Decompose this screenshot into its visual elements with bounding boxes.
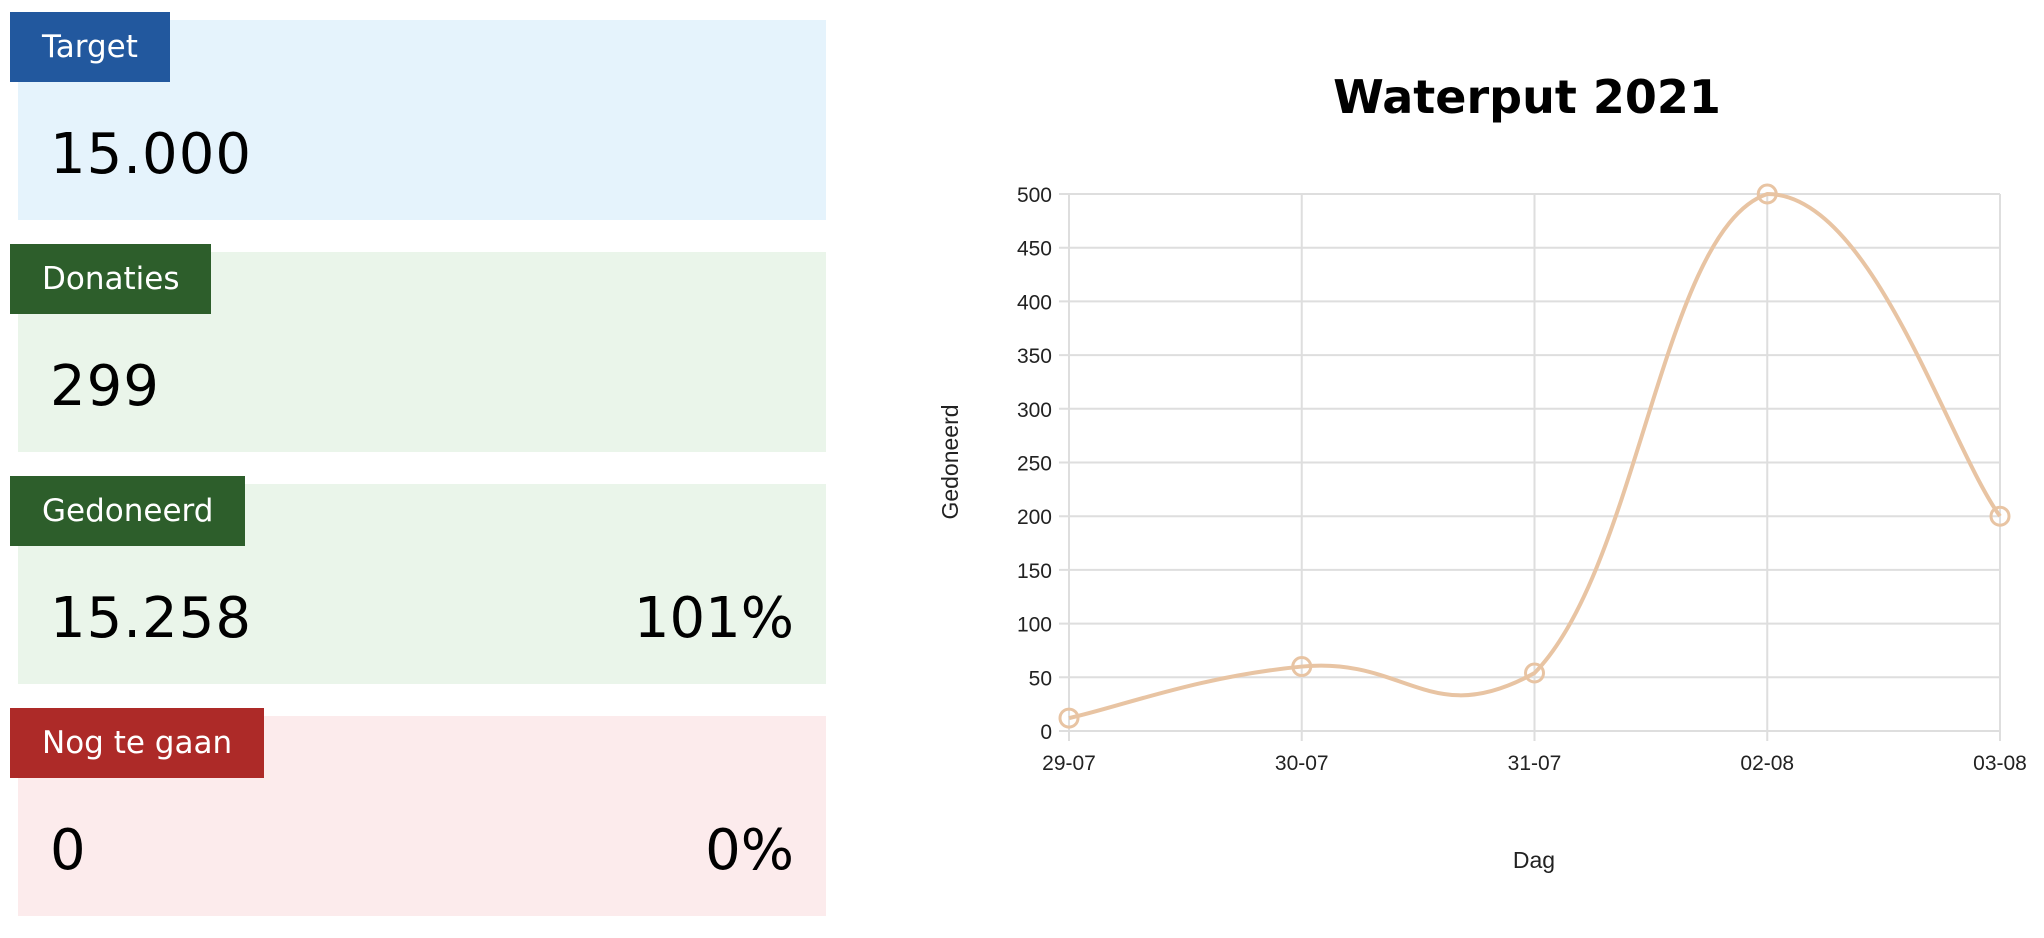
data-point <box>1989 505 2011 527</box>
gedoneerd-card-value: 15.258 <box>50 586 252 651</box>
y-tick-label: 450 <box>1017 238 1052 261</box>
donation-chart: Waterput 2021 Gedoneerd Dag 0 50 100 150 200… <box>900 0 2044 938</box>
donaties-card-label: Donaties <box>10 244 212 314</box>
y-tick-label: 300 <box>1017 399 1052 422</box>
target-card-value: 15.000 <box>50 122 252 187</box>
y-tick-label: 100 <box>1017 614 1052 637</box>
x-tick-label: 30-07 <box>1275 752 1329 775</box>
chart-series <box>1058 183 2011 729</box>
target-card-label: Target <box>10 12 170 82</box>
y-tick-label: 150 <box>1017 560 1052 583</box>
y-tick-label: 0 <box>1040 721 1052 744</box>
data-point <box>1058 707 1080 729</box>
x-tick-label: 31-07 <box>1508 752 1562 775</box>
y-tick-label: 250 <box>1017 453 1052 476</box>
donaties-card: Donaties 299 <box>10 244 826 452</box>
nog-te-gaan-card-percent: 0% <box>705 818 794 883</box>
y-tick-label: 50 <box>1029 667 1052 690</box>
x-tick-label: 29-07 <box>1042 752 1096 775</box>
gedoneerd-card-percent: 101% <box>633 586 794 651</box>
y-tick-label: 500 <box>1017 184 1052 207</box>
y-tick-label: 350 <box>1017 345 1052 368</box>
gedoneerd-card: Gedoneerd 15.258 101% <box>10 476 826 684</box>
y-axis-label: Gedoneerd <box>937 404 963 519</box>
x-tick-label: 02-08 <box>1740 752 1794 775</box>
chart-canvas: Waterput 2021 Gedoneerd Dag 0 50 100 150 200… <box>937 70 2027 873</box>
data-point <box>1291 656 1313 678</box>
data-point <box>1524 662 1545 684</box>
y-tick-label: 400 <box>1017 291 1052 314</box>
chart-ticks: 0 50 100 150 200 250 300 350 400 450 500 29-07 30-07… <box>1017 184 2027 775</box>
target-card: Target 15.000 <box>10 12 826 220</box>
nog-te-gaan-card: Nog te gaan 0 0% <box>10 708 826 916</box>
y-tick-label: 200 <box>1017 506 1052 529</box>
nog-te-gaan-card-label: Nog te gaan <box>10 708 265 778</box>
donaties-card-value: 299 <box>50 354 160 419</box>
gedoneerd-card-label: Gedoneerd <box>10 476 246 546</box>
nog-te-gaan-card-value: 0 <box>50 818 87 883</box>
series-line <box>1068 191 2002 721</box>
chart-title: Waterput 2021 <box>1333 70 1721 124</box>
data-point <box>1756 183 1778 205</box>
chart-grid <box>1059 193 2001 741</box>
x-axis-label: Dag <box>1513 847 1555 873</box>
x-tick-label: 03-08 <box>1973 752 2027 775</box>
